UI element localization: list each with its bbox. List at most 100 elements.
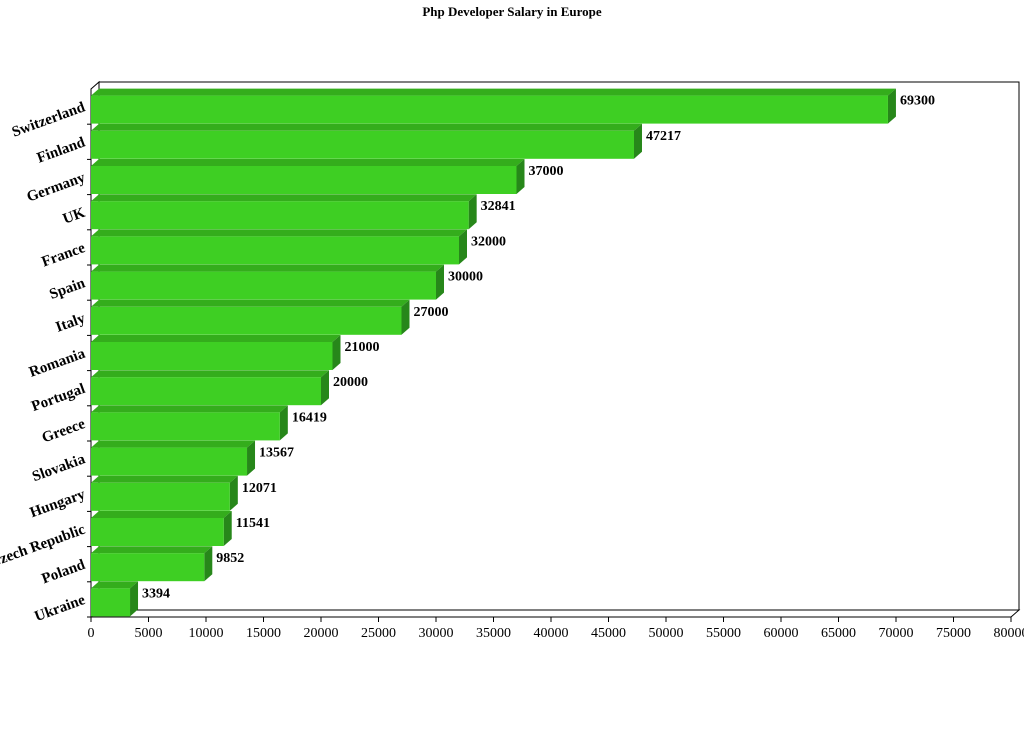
- x-tick-label: 25000: [361, 626, 396, 641]
- data-label: 47217: [646, 129, 681, 144]
- bar-side-face: [223, 511, 232, 546]
- data-label: 20000: [333, 375, 368, 390]
- x-tick-label: 0: [88, 626, 95, 641]
- bar-front-face: [91, 482, 230, 511]
- category-label: Greece: [40, 416, 88, 446]
- data-label: 27000: [414, 305, 449, 320]
- bar-france: 32000: [91, 229, 506, 265]
- bar-front-face: [91, 130, 634, 159]
- data-label: 32000: [471, 234, 506, 249]
- x-tick-label: 75000: [936, 626, 971, 641]
- bar-front-face: [91, 95, 888, 124]
- bar-side-face: [887, 88, 896, 124]
- bar-side-face: [229, 475, 238, 511]
- x-tick-label: 15000: [246, 626, 281, 641]
- category-label: Slovakia: [30, 451, 88, 485]
- bar-czech-republic: 11541: [91, 511, 270, 546]
- bar-side-face: [321, 370, 329, 406]
- chart-title: Php Developer Salary in Europe: [422, 4, 602, 19]
- bar-front-face: [91, 553, 205, 582]
- bar-finland: 47217: [91, 123, 681, 159]
- x-tick-label: 50000: [649, 626, 684, 641]
- bar-uk: 32841: [91, 194, 516, 230]
- bars-group: 69300 47217 37000 32841 32000 30000 27000 21000…: [91, 88, 935, 617]
- bar-front-face: [91, 271, 436, 300]
- bar-top-face: [91, 440, 256, 448]
- bar-top-face: [91, 194, 477, 202]
- bar-hungary: 12071: [91, 475, 277, 511]
- bar-top-face: [91, 123, 642, 131]
- bar-side-face: [401, 299, 410, 335]
- x-tick-label: 30000: [419, 626, 454, 641]
- data-label: 16419: [292, 410, 327, 425]
- bar-front-face: [91, 588, 131, 617]
- bar-top-face: [91, 159, 525, 166]
- bar-germany: 37000: [91, 159, 564, 194]
- bar-top-face: [91, 405, 288, 413]
- x-tick-label: 5000: [135, 626, 163, 641]
- x-tick-label: 45000: [591, 626, 626, 641]
- category-label: Switzerland: [10, 99, 88, 140]
- data-label: 30000: [448, 270, 483, 285]
- data-label: 37000: [529, 164, 564, 179]
- data-label: 12071: [242, 481, 277, 496]
- bar-top-face: [91, 546, 213, 554]
- category-label: Ukraine: [33, 592, 88, 625]
- data-label: 11541: [236, 516, 270, 531]
- x-tick-label: 10000: [189, 626, 224, 641]
- bar-side-face: [204, 546, 213, 582]
- bar-side-face: [279, 405, 288, 441]
- category-label: Hungary: [28, 486, 88, 521]
- category-label: Poland: [40, 557, 88, 588]
- data-label: 32841: [481, 199, 516, 214]
- bar-side-face: [459, 229, 467, 265]
- bar-front-face: [91, 447, 248, 476]
- bar-side-face: [247, 440, 256, 476]
- bar-slovakia: 13567: [91, 440, 294, 476]
- x-tick-label: 70000: [879, 626, 914, 641]
- bar-side-face: [332, 335, 341, 370]
- category-label: Romania: [27, 346, 88, 381]
- data-label: 21000: [345, 340, 380, 355]
- bar-romania: 21000: [91, 335, 380, 370]
- bar-top-face: [91, 88, 896, 96]
- x-tick-label: 65000: [821, 626, 856, 641]
- bar-front-face: [91, 412, 280, 441]
- bar-greece: 16419: [91, 405, 327, 441]
- bar-top-face: [91, 581, 139, 589]
- bar-spain: 30000: [91, 264, 483, 300]
- bar-top-face: [91, 475, 238, 483]
- category-label: France: [40, 240, 88, 271]
- data-label: 3394: [142, 586, 170, 601]
- bar-front-face: [91, 377, 321, 406]
- category-label: Finland: [35, 134, 88, 166]
- bar-side-face: [130, 581, 139, 617]
- bar-side-face: [633, 123, 642, 159]
- category-label: Italy: [54, 310, 88, 335]
- data-label: 13567: [259, 446, 294, 461]
- x-axis: 0 5000 10000 15000 20000 25000 30000 35000 40000…: [88, 616, 1024, 641]
- bar-front-face: [91, 306, 402, 335]
- bar-top-face: [91, 335, 341, 342]
- bar-side-face: [468, 194, 477, 230]
- bar-top-face: [91, 370, 329, 378]
- bar-front-face: [91, 342, 333, 370]
- bar-top-face: [91, 229, 467, 237]
- bar-side-face: [516, 159, 525, 194]
- data-label: 9852: [216, 551, 244, 566]
- bar-switzerland: 69300: [91, 88, 935, 124]
- bar-portugal: 20000: [91, 370, 368, 406]
- bar-front-face: [91, 166, 517, 194]
- bar-front-face: [91, 518, 224, 546]
- x-tick-label: 35000: [476, 626, 511, 641]
- bar-side-face: [436, 264, 444, 300]
- category-label: Portugal: [29, 381, 87, 415]
- x-tick-label: 55000: [706, 626, 741, 641]
- bar-ukraine: 3394: [91, 581, 170, 617]
- bar-poland: 9852: [91, 546, 244, 582]
- x-tick-label: 40000: [534, 626, 569, 641]
- bar-front-face: [91, 201, 469, 230]
- bar-italy: 27000: [91, 299, 449, 335]
